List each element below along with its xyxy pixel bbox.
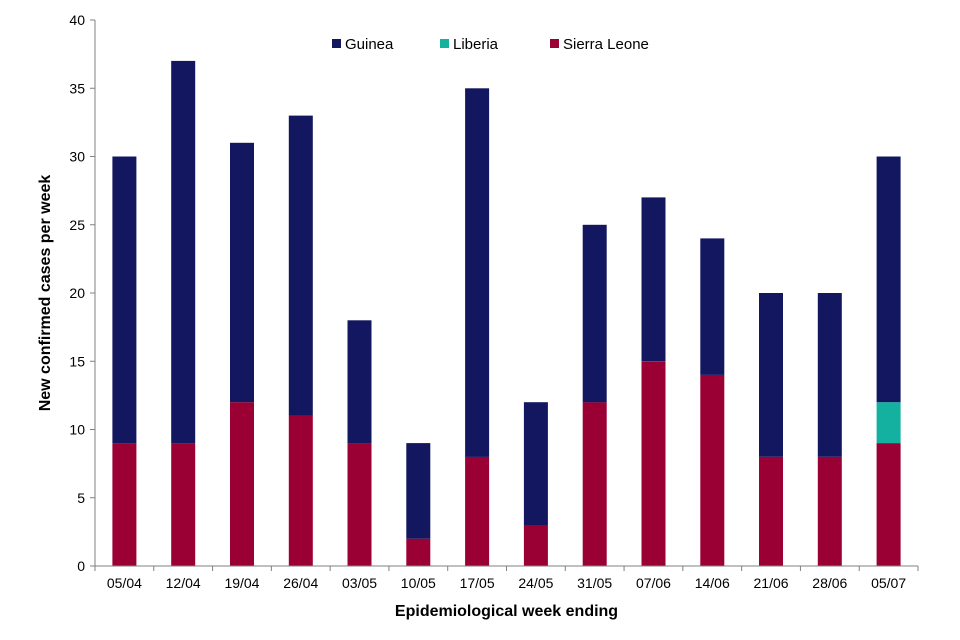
legend-swatch-guinea [332, 39, 341, 48]
legend-swatch-sierra-leone [550, 39, 559, 48]
bar-sierra-leone-21-06 [759, 456, 783, 566]
y-tick-label: 20 [69, 285, 85, 301]
bar-guinea-07-06 [641, 197, 666, 362]
x-tick-label: 10/05 [401, 575, 436, 591]
legend-label-liberia: Liberia [453, 36, 499, 53]
y-tick-label: 0 [77, 558, 85, 574]
bar-guinea-12-04 [171, 60, 196, 444]
bar-guinea-31-05 [582, 224, 607, 403]
bar-guinea-24-05 [523, 402, 548, 525]
y-tick-label: 30 [69, 149, 85, 165]
bar-sierra-leone-05-07 [876, 443, 901, 566]
legend: Guinea Liberia Sierra Leone [332, 36, 649, 53]
y-tick-label: 10 [69, 422, 85, 438]
x-tick-label: 31/05 [577, 575, 612, 591]
bar-guinea-14-06 [700, 238, 725, 375]
x-tick-label: 17/05 [460, 575, 495, 591]
y-tick-label: 35 [69, 80, 85, 96]
bar-guinea-17-05 [465, 88, 490, 457]
x-tick-label: 03/05 [342, 575, 377, 591]
x-tick-label: 19/04 [224, 575, 259, 591]
bar-liberia-05-07 [876, 402, 901, 444]
bar-sierra-leone-24-05 [523, 525, 548, 566]
x-tick-label: 24/05 [518, 575, 553, 591]
bars-group [112, 60, 901, 567]
bar-sierra-leone-05-04 [112, 443, 137, 566]
x-tick-label: 05/07 [871, 575, 906, 591]
y-ticks-group: 0 5 10 15 20 25 30 35 40 [69, 12, 95, 574]
bar-guinea-26-04 [288, 115, 313, 416]
bar-sierra-leone-10-05 [406, 538, 431, 566]
x-tick-label: 26/04 [283, 575, 318, 591]
bar-guinea-21-06 [759, 293, 783, 457]
bar-guinea-03-05 [347, 320, 372, 444]
bar-sierra-leone-17-05 [465, 456, 490, 566]
x-tick-label: 07/06 [636, 575, 671, 591]
bar-sierra-leone-03-05 [347, 443, 372, 566]
bar-sierra-leone-28-06 [817, 456, 842, 566]
x-axis-title: Epidemiological week ending [395, 603, 618, 620]
legend-swatch-liberia [440, 39, 449, 48]
bar-guinea-05-04 [112, 156, 137, 444]
bar-guinea-05-07 [876, 156, 901, 403]
x-tick-label: 05/04 [107, 575, 142, 591]
x-tick-label: 14/06 [695, 575, 730, 591]
bar-sierra-leone-14-06 [700, 374, 725, 566]
bar-sierra-leone-26-04 [288, 415, 313, 566]
bar-sierra-leone-19-04 [230, 402, 254, 566]
bar-guinea-28-06 [817, 293, 842, 457]
x-tick-label: 12/04 [166, 575, 201, 591]
y-tick-label: 40 [69, 12, 85, 28]
bar-guinea-10-05 [406, 443, 431, 539]
x-tick-label: 28/06 [812, 575, 847, 591]
bar-sierra-leone-12-04 [171, 443, 196, 566]
y-tick-label: 5 [77, 490, 85, 506]
axes-group [94, 20, 918, 567]
x-tick-label: 21/06 [754, 575, 789, 591]
y-axis-title: New confirmed cases per week [37, 175, 54, 412]
legend-label-sierra-leone: Sierra Leone [563, 36, 649, 53]
y-tick-label: 15 [69, 353, 85, 369]
y-tick-label: 25 [69, 217, 85, 233]
bar-sierra-leone-07-06 [641, 361, 666, 567]
bar-sierra-leone-31-05 [582, 402, 607, 566]
x-ticks-group: 05/04 12/04 19/04 26/04 03/05 10/05 17/05 24/05… [94, 566, 919, 591]
legend-label-guinea: Guinea [345, 36, 394, 53]
bar-guinea-19-04 [230, 142, 254, 403]
